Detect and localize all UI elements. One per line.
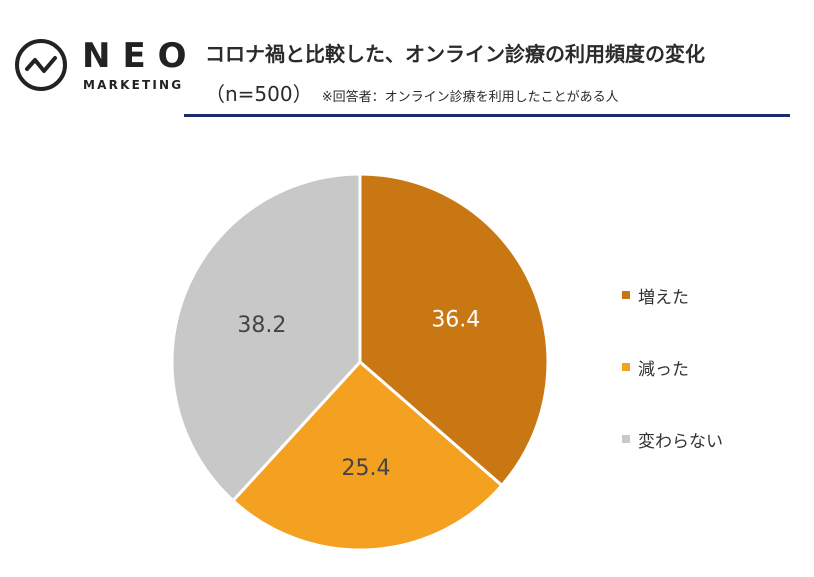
header-rule — [184, 114, 790, 117]
legend-label: 増えた — [638, 287, 689, 308]
legend-label: 変わらない — [638, 431, 723, 452]
pie-slice-2 — [170, 172, 362, 503]
subtitle-line: （n=500） ※回答者：オンライン診療を利用したことがある人 — [205, 78, 619, 107]
logo-tagline: MARKETING — [83, 78, 184, 92]
legend-item: 増えた — [622, 282, 723, 308]
logo-wordmark: NEO — [82, 36, 199, 76]
legend-swatch-1 — [622, 363, 630, 371]
legend-item: 減った — [622, 354, 723, 380]
sample-size: （n=500） — [205, 82, 313, 106]
legend-item: 変わらない — [622, 426, 723, 452]
data-label-2: 38.2 — [237, 313, 286, 338]
legend-label: 減った — [638, 359, 689, 380]
pie-slice-1 — [230, 359, 504, 552]
chart-title: コロナ禍と比較した、オンライン診療の利用頻度の変化 — [205, 42, 705, 66]
respondent-note: ※回答者：オンライン診療を利用したことがある人 — [321, 90, 619, 105]
legend-swatch-2 — [622, 435, 630, 443]
legend-swatch-0 — [622, 291, 630, 299]
neo-marketing-logo: NEO MARKETING — [14, 36, 194, 98]
logo-mark-icon — [15, 39, 67, 91]
data-label-0: 36.4 — [431, 307, 480, 332]
pie-slice-0 — [358, 172, 550, 488]
data-label-1: 25.4 — [341, 456, 390, 481]
legend: 増えた 減った 変わらない — [622, 282, 723, 498]
